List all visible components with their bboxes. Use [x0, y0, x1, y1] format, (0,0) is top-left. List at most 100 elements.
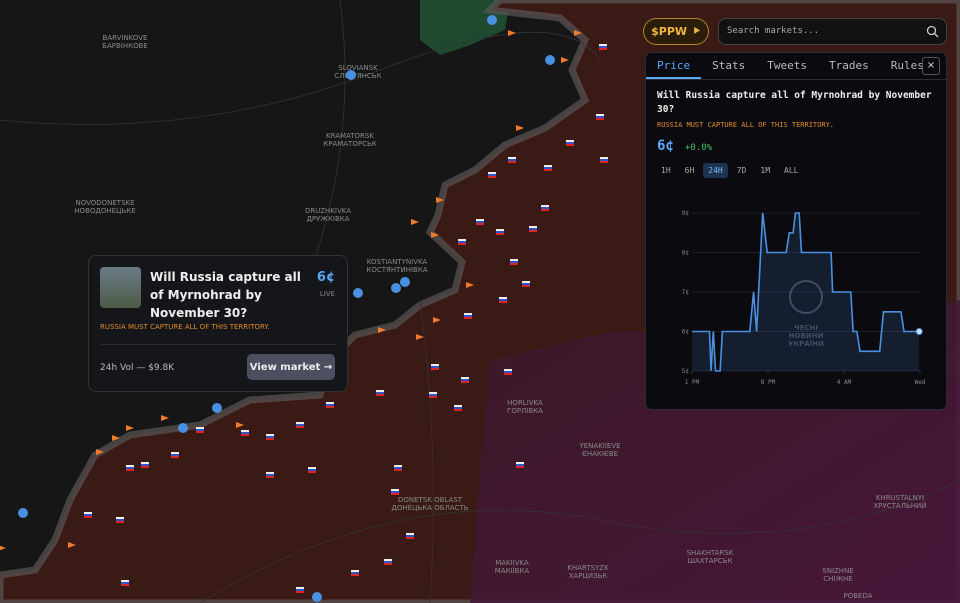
flag-marker	[544, 169, 552, 171]
town-dot	[545, 55, 555, 65]
place-label: POBEDA	[843, 592, 872, 600]
y-tick-label: 9¢	[682, 210, 690, 217]
flag-marker	[196, 429, 204, 431]
flag-marker	[476, 221, 484, 223]
flag-marker	[296, 424, 304, 426]
front-arrow	[0, 545, 6, 551]
price-line	[692, 212, 920, 372]
front-arrow	[161, 415, 169, 421]
flag-marker	[454, 405, 462, 407]
range-button[interactable]: 1H	[661, 166, 671, 175]
tab[interactable]: Trades	[829, 59, 869, 72]
flag-marker	[429, 396, 437, 398]
flag-marker	[499, 299, 507, 301]
flag-marker	[326, 404, 334, 406]
market-panel: Price Stats Tweets Trades Rules × Will Russi…	[645, 52, 947, 410]
flag-marker	[351, 572, 359, 574]
place-label: ШАХТАРСЬК	[687, 557, 732, 565]
town-dot	[312, 592, 322, 602]
range-buttons: 1H 6H 24H 7D 1M ALL	[656, 163, 803, 178]
front-arrow	[466, 282, 474, 288]
flag-marker	[121, 580, 129, 582]
front-arrow	[436, 197, 444, 203]
flag-marker	[596, 114, 604, 116]
flag-marker	[508, 161, 516, 163]
front-arrow	[574, 30, 582, 36]
flag-marker	[461, 377, 469, 379]
flag-marker	[454, 409, 462, 411]
flag-marker	[308, 467, 316, 469]
flag-marker	[406, 535, 414, 537]
flag-marker	[296, 587, 304, 589]
place-label: НОВОДОНЕЦЬКЕ	[74, 207, 135, 215]
flag-marker	[384, 561, 392, 563]
flag-marker	[394, 465, 402, 467]
flag-marker	[600, 161, 608, 163]
view-market-button[interactable]: View market →	[247, 354, 335, 380]
flag-marker	[171, 456, 179, 458]
flag-marker	[376, 392, 384, 394]
flag-marker	[464, 317, 472, 319]
town-dot	[346, 70, 356, 80]
range-button[interactable]: 24H	[703, 163, 728, 178]
flag-marker	[296, 426, 304, 428]
flag-marker	[600, 159, 608, 161]
town-dot	[400, 277, 410, 287]
watermark-text: УКРАЇНИ	[788, 339, 824, 348]
flag-marker	[326, 402, 334, 404]
place-label: ГОРЛІВКА	[507, 407, 543, 415]
front-arrow	[411, 219, 419, 225]
y-tick-label: 6¢	[682, 329, 690, 336]
search-input[interactable]: Search markets...	[718, 18, 947, 45]
flag-marker	[376, 390, 384, 392]
x-tick-label: 8 PM	[761, 379, 776, 386]
close-button[interactable]: ×	[922, 57, 940, 75]
flag-marker	[431, 366, 439, 368]
token-button[interactable]: $PPW ⯈	[643, 18, 709, 45]
flag-marker	[566, 144, 574, 146]
popup-subtitle: RUSSIA MUST CAPTURE ALL OF THIS TERRITOR…	[100, 323, 270, 331]
place-label: ЄНАКІЄВЕ	[582, 450, 618, 458]
flag-marker	[391, 491, 399, 493]
place-label: BARVINKOVE	[103, 34, 148, 42]
token-icon: ⯈	[692, 24, 701, 38]
flag-marker	[544, 167, 552, 169]
place-label: КОСТЯНТИНІВКА	[366, 266, 427, 274]
flag-marker	[266, 436, 274, 438]
flag-marker	[566, 142, 574, 144]
town-dot	[18, 508, 28, 518]
front-arrow	[516, 125, 524, 131]
flag-marker	[376, 394, 384, 396]
flag-marker	[126, 465, 134, 467]
flag-marker	[522, 285, 530, 287]
flag-marker	[596, 116, 604, 118]
tab[interactable]: Tweets	[767, 59, 807, 72]
flag-marker	[394, 467, 402, 469]
range-button[interactable]: 1M	[760, 166, 771, 175]
x-tick-label: 4 AM	[837, 379, 852, 386]
popup-title: Will Russia capture all of Myrnohrad by …	[150, 270, 301, 320]
range-button[interactable]: 6H	[684, 166, 695, 175]
tab[interactable]: Stats	[712, 59, 746, 72]
tab[interactable]: Price	[646, 53, 702, 79]
flag-marker	[544, 165, 552, 167]
place-label: NOVODONETSKE	[75, 199, 134, 207]
tab[interactable]: Rules	[890, 59, 924, 72]
place-label: KHRUSTALNYI	[876, 494, 924, 502]
flag-marker	[476, 223, 484, 225]
flag-marker	[326, 406, 334, 408]
flag-marker	[308, 471, 316, 473]
flag-marker	[499, 301, 507, 303]
place-label: СНІЖНЕ	[823, 575, 852, 583]
place-label: KRAMATORSK	[326, 132, 374, 140]
place-label: KHARTSYZK	[567, 564, 609, 572]
flag-marker	[529, 228, 537, 230]
range-button[interactable]: 7D	[736, 166, 747, 175]
flag-marker	[488, 174, 496, 176]
flag-marker	[171, 452, 179, 454]
flag-marker	[516, 466, 524, 468]
flag-marker	[391, 493, 399, 495]
range-button[interactable]: ALL	[784, 166, 799, 175]
town-dot	[487, 15, 497, 25]
